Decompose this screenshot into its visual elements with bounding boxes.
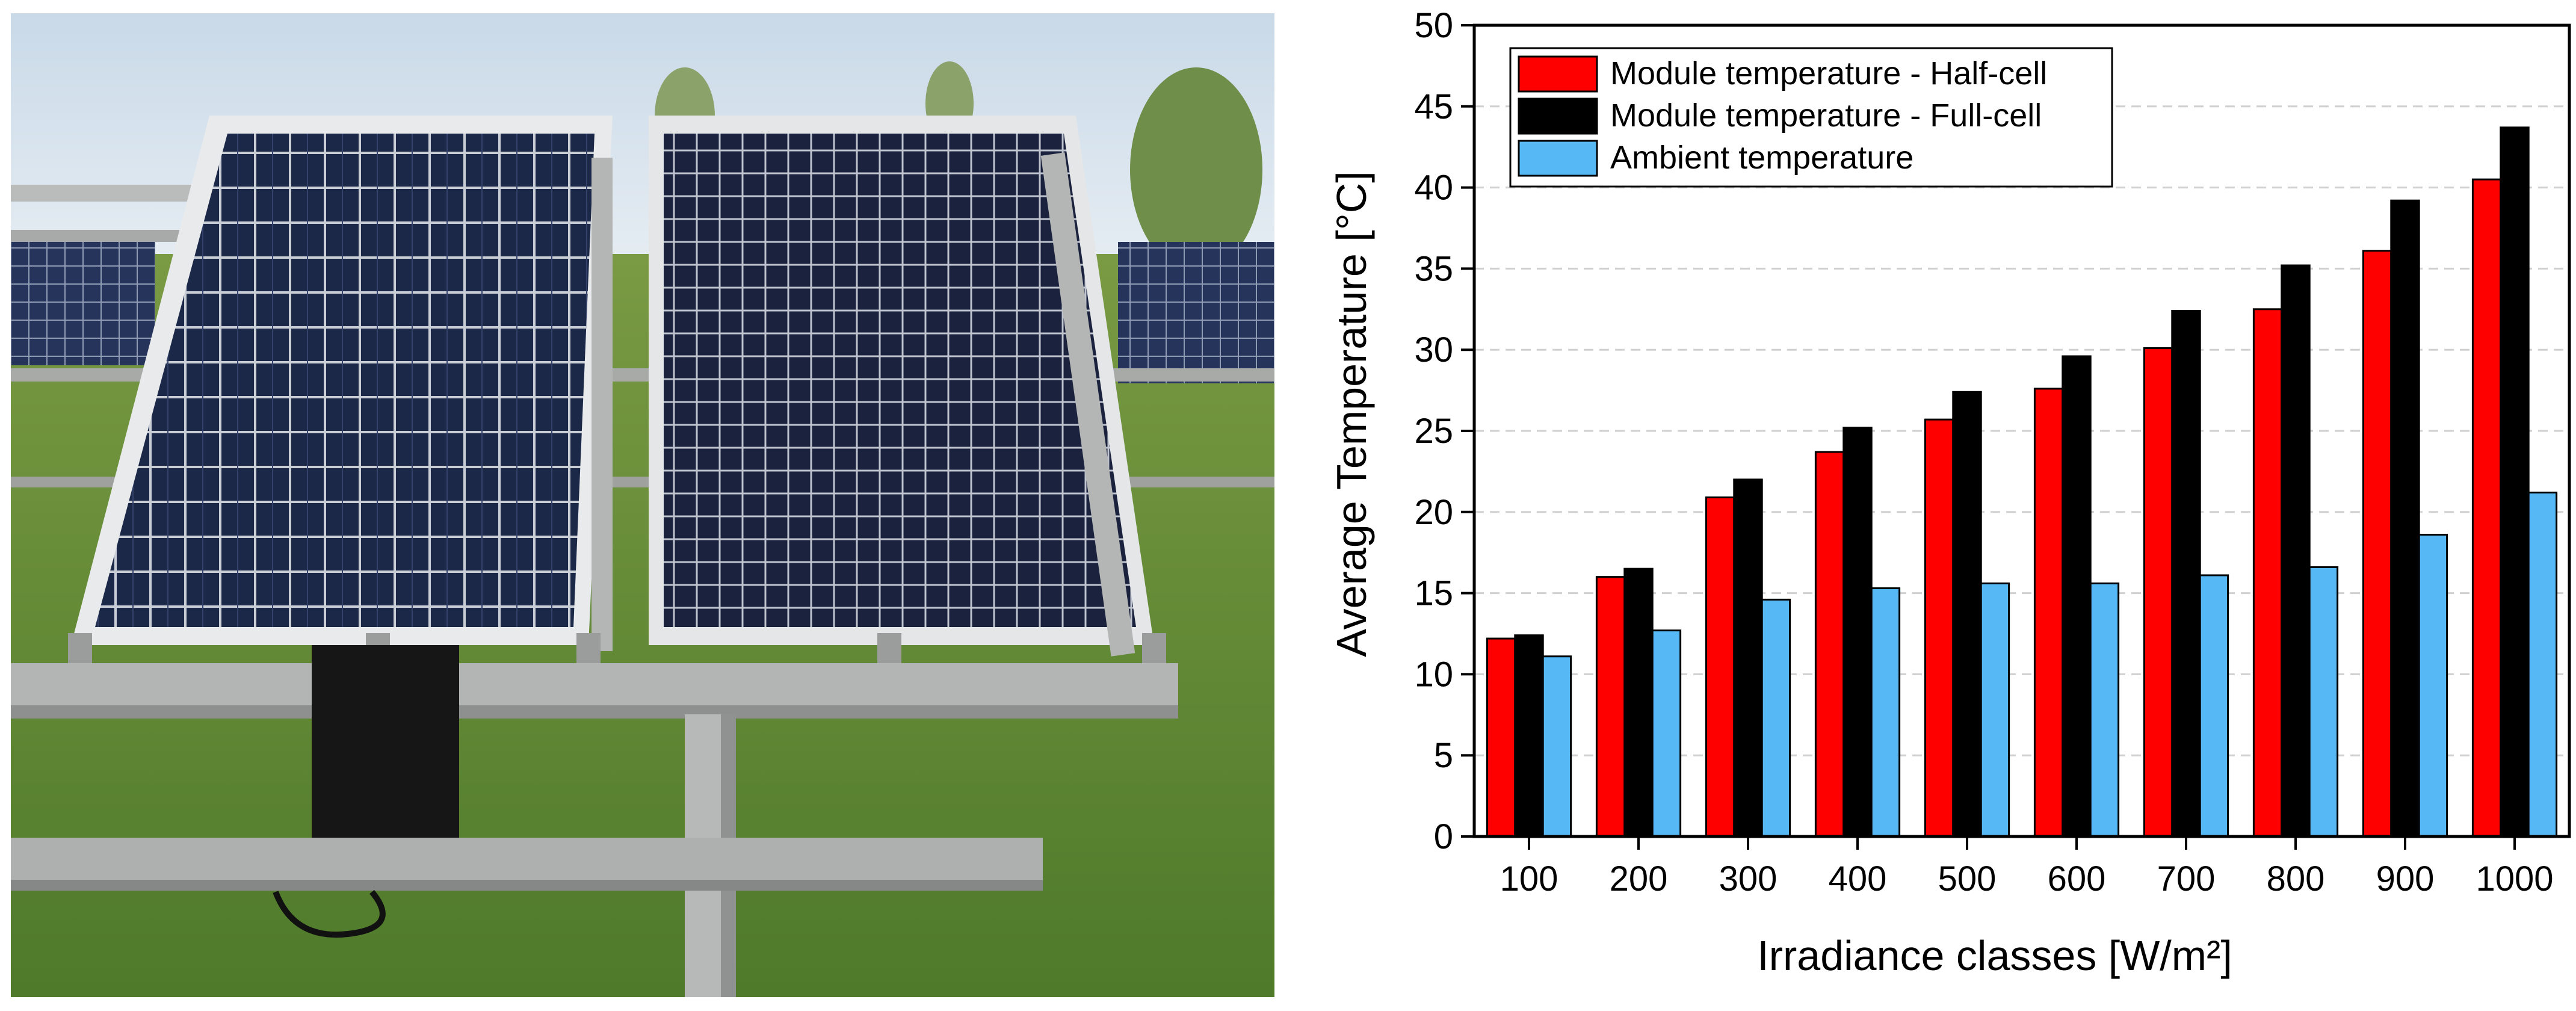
bar-full-cell xyxy=(1514,634,1544,838)
bar-half-cell xyxy=(2362,250,2392,838)
bar-ambient xyxy=(2089,582,2120,838)
y-tick-label: 30 xyxy=(1414,330,1453,369)
legend-swatch xyxy=(1518,55,1598,93)
legend-label: Ambient temperature xyxy=(1610,140,1913,176)
bar-full-cell xyxy=(1952,391,1982,838)
x-tick-label: 200 xyxy=(1610,859,1668,898)
bar-full-cell xyxy=(1733,478,1763,838)
rack-rail xyxy=(11,185,209,202)
bar-ambient xyxy=(1761,598,1791,838)
bar-half-cell xyxy=(1595,576,1626,838)
axes: 0 5 10 15 20 25 30 35 40 45 50 100 200 300 400 500 600 70… xyxy=(1414,6,2571,898)
bar-half-cell xyxy=(1486,637,1516,838)
bar-full-cell xyxy=(1623,567,1654,838)
right-module-cells xyxy=(664,134,1136,627)
lower-rail-shadow xyxy=(11,880,1043,891)
legend-swatch xyxy=(1518,97,1598,135)
bar-full-cell xyxy=(2281,264,2311,838)
temperature-chart: 0 5 10 15 20 25 30 35 40 45 50 100 200 300 400 500 600 70… xyxy=(1312,0,2575,1008)
solar-panel-photo xyxy=(11,13,1274,997)
bar-half-cell xyxy=(2471,178,2502,838)
y-tick-label: 0 xyxy=(1434,817,1453,856)
y-tick-label: 20 xyxy=(1414,493,1453,532)
bar-half-cell xyxy=(1705,496,1735,838)
y-tick-label: 40 xyxy=(1414,168,1453,208)
x-tick-label: 800 xyxy=(2267,859,2325,898)
x-tick-label: 100 xyxy=(1500,859,1558,898)
solar-panel-illustration xyxy=(11,13,1274,997)
bar-full-cell xyxy=(2390,199,2420,838)
bar-ambient xyxy=(1870,587,1901,838)
bar-ambient xyxy=(2527,491,2558,838)
bar-half-cell xyxy=(2143,347,2173,838)
legend-box xyxy=(1509,47,2113,188)
bar-ambient xyxy=(2308,566,2339,838)
y-tick-label: 35 xyxy=(1414,249,1453,288)
chart-canvas: 0 5 10 15 20 25 30 35 40 45 50 100 200 300 400 500 600 70… xyxy=(1328,6,2571,979)
bar-half-cell xyxy=(1924,418,1954,838)
y-tick-label: 10 xyxy=(1414,655,1453,694)
bar-full-cell xyxy=(1842,427,1873,838)
far-panel-row xyxy=(11,236,155,365)
junction-box xyxy=(312,645,459,853)
bar-ambient xyxy=(1651,629,1682,838)
x-tick-label: 400 xyxy=(1829,859,1887,898)
far-panel-row xyxy=(1118,242,1274,383)
bar-half-cell xyxy=(1814,451,1845,838)
bars xyxy=(1486,126,2558,838)
x-tick-label: 900 xyxy=(2376,859,2435,898)
cable xyxy=(273,889,386,938)
x-tick-label: 300 xyxy=(1719,859,1778,898)
x-tick-label: 500 xyxy=(1938,859,1997,898)
legend-label: Module temperature - Half-cell xyxy=(1610,55,2047,91)
bar-full-cell xyxy=(2062,355,2092,838)
legend: Module temperature - Half-cell Module tem… xyxy=(1509,47,2113,188)
x-tick-label: 600 xyxy=(2048,859,2106,898)
main-rail-shadow xyxy=(11,705,1178,719)
side-support xyxy=(1040,152,1135,657)
legend-swatch xyxy=(1518,140,1598,177)
side-support xyxy=(591,158,613,651)
tree xyxy=(1130,67,1262,272)
y-tick-label: 25 xyxy=(1414,412,1453,451)
left-module-cells xyxy=(95,134,595,627)
x-axis-label: Irradiance classes [W/m²] xyxy=(1757,932,2232,979)
bar-full-cell xyxy=(2500,126,2530,838)
y-tick-label: 15 xyxy=(1414,574,1453,613)
y-tick-label: 50 xyxy=(1414,6,1453,45)
bar-half-cell xyxy=(2252,308,2283,838)
bar-half-cell xyxy=(2033,388,2064,838)
x-tick-label: 700 xyxy=(2157,859,2216,898)
bar-ambient xyxy=(2418,534,2448,838)
lower-rail xyxy=(11,838,1043,886)
y-tick-label: 45 xyxy=(1414,87,1453,126)
plot-frame xyxy=(1472,23,2571,838)
y-tick-label: 5 xyxy=(1434,736,1453,775)
bar-ambient xyxy=(2199,574,2229,838)
bar-ambient xyxy=(1980,582,2010,838)
bar-ambient xyxy=(1542,655,1572,838)
legend-label: Module temperature - Full-cell xyxy=(1610,97,2042,134)
x-tick-label: 1000 xyxy=(2476,859,2553,898)
rack-rail xyxy=(11,230,203,242)
bar-full-cell xyxy=(2171,309,2201,838)
y-axis-label: Average Temperature [°C] xyxy=(1328,171,1375,657)
